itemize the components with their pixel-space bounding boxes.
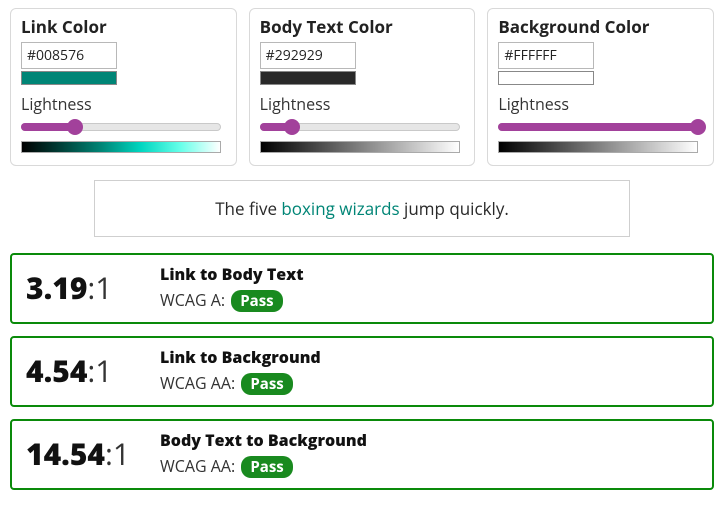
preview-text-post: jump quickly. xyxy=(400,197,509,220)
wcag-line: WCAG AA: Pass xyxy=(160,455,367,478)
result-row: 3.19:1 Link to Body Text WCAG A: Pass xyxy=(10,253,714,324)
swatch-link[interactable] xyxy=(21,71,117,85)
contrast-ratio: 14.54:1 xyxy=(26,433,140,474)
color-card-link: Link Color Lightness xyxy=(10,8,237,166)
contrast-ratio: 3.19:1 xyxy=(26,267,140,308)
color-card-body: Body Text Color Lightness xyxy=(249,8,476,166)
lightness-slider-bg[interactable] xyxy=(498,119,698,135)
preview-text-pre: The five xyxy=(215,197,281,220)
preview-box: The five boxing wizards jump quickly. xyxy=(94,180,630,237)
gradient-strip-link[interactable] xyxy=(21,141,221,153)
preview-link[interactable]: boxing wizards xyxy=(281,197,399,220)
lightness-slider-link[interactable] xyxy=(21,119,221,135)
lightness-label: Lightness xyxy=(21,93,226,115)
result-title: Link to Background xyxy=(160,346,321,368)
result-row: 4.54:1 Link to Background WCAG AA: Pass xyxy=(10,336,714,407)
status-badge: Pass xyxy=(231,290,282,312)
hex-input-body[interactable] xyxy=(260,42,356,69)
color-card-title: Body Text Color xyxy=(260,15,465,38)
lightness-slider-body[interactable] xyxy=(260,119,460,135)
color-card-title: Background Color xyxy=(498,15,703,38)
swatch-body[interactable] xyxy=(260,71,356,85)
color-card-title: Link Color xyxy=(21,15,226,38)
color-picker-row: Link Color Lightness Body Text Color Lig… xyxy=(10,8,714,166)
lightness-label: Lightness xyxy=(260,93,465,115)
color-card-bg: Background Color Lightness xyxy=(487,8,714,166)
wcag-line: WCAG A: Pass xyxy=(160,289,304,312)
status-badge: Pass xyxy=(241,456,292,478)
status-badge: Pass xyxy=(241,373,292,395)
wcag-line: WCAG AA: Pass xyxy=(160,372,321,395)
hex-input-link[interactable] xyxy=(21,42,117,69)
contrast-ratio: 4.54:1 xyxy=(26,350,140,391)
result-row: 14.54:1 Body Text to Background WCAG AA:… xyxy=(10,419,714,490)
gradient-strip-body[interactable] xyxy=(260,141,460,153)
result-title: Body Text to Background xyxy=(160,429,367,451)
lightness-label: Lightness xyxy=(498,93,703,115)
swatch-bg[interactable] xyxy=(498,71,594,85)
gradient-strip-bg[interactable] xyxy=(498,141,698,153)
result-title: Link to Body Text xyxy=(160,263,304,285)
hex-input-bg[interactable] xyxy=(498,42,594,69)
